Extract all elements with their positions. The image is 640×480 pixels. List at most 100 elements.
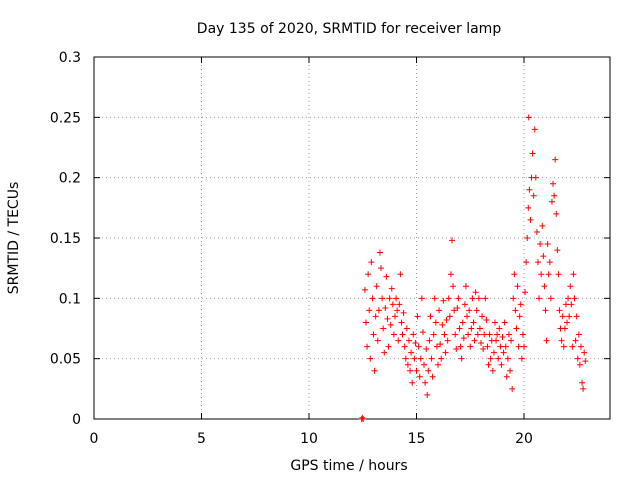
data-point xyxy=(426,337,433,344)
data-point xyxy=(381,349,388,356)
data-point xyxy=(378,265,385,272)
data-point xyxy=(495,355,502,362)
data-point xyxy=(442,349,449,356)
data-point xyxy=(388,285,395,292)
data-point xyxy=(361,286,368,293)
data-point xyxy=(570,271,577,278)
data-point xyxy=(514,283,521,290)
data-point xyxy=(542,307,549,314)
data-point xyxy=(445,295,452,302)
y-axis: 0 0.05 0.1 0.15 0.2 0.25 0.3 xyxy=(50,50,610,428)
data-point xyxy=(525,204,532,211)
data-point xyxy=(386,295,393,302)
data-point xyxy=(521,343,527,350)
data-point xyxy=(531,126,538,133)
data-point xyxy=(502,343,509,350)
data-point xyxy=(440,297,447,304)
data-point xyxy=(547,295,554,302)
data-point xyxy=(372,313,379,320)
data-point xyxy=(439,321,446,328)
data-point xyxy=(513,325,520,332)
data-point xyxy=(518,355,525,362)
data-point xyxy=(551,192,558,199)
data-point xyxy=(544,241,551,248)
data-point xyxy=(454,304,461,311)
data-point xyxy=(505,331,512,338)
data-point xyxy=(469,295,476,302)
data-point xyxy=(441,331,448,338)
data-point xyxy=(517,301,524,308)
data-point xyxy=(383,273,390,280)
data-point xyxy=(498,361,505,368)
data-point xyxy=(435,361,441,368)
data-point xyxy=(560,343,567,350)
data-point xyxy=(545,271,552,278)
data-point xyxy=(536,295,543,302)
data-point xyxy=(368,259,375,266)
data-point xyxy=(503,373,510,380)
data-point xyxy=(385,343,392,350)
data-point xyxy=(398,319,405,326)
data-point xyxy=(389,301,396,308)
data-point xyxy=(392,313,398,320)
data-point xyxy=(499,333,506,340)
data-point xyxy=(465,331,472,338)
data-point xyxy=(466,307,473,314)
data-point xyxy=(475,295,482,302)
data-point xyxy=(444,337,451,344)
data-point xyxy=(572,337,579,344)
data-point xyxy=(493,337,500,344)
x-tick-label: 0 xyxy=(90,431,99,447)
data-point xyxy=(562,301,569,308)
data-point xyxy=(393,295,400,302)
data-point xyxy=(526,186,533,193)
data-point xyxy=(437,341,444,348)
data-point xyxy=(472,289,479,296)
data-point xyxy=(541,283,548,290)
data-point xyxy=(399,331,406,338)
data-point xyxy=(482,295,489,302)
data-point xyxy=(540,253,547,260)
data-point xyxy=(553,210,560,217)
data-point xyxy=(403,325,410,332)
y-axis-label: SRMTID / TECUs xyxy=(6,182,22,295)
data-point xyxy=(484,343,491,350)
data-point xyxy=(412,339,419,346)
data-point xyxy=(566,313,573,320)
data-point xyxy=(504,355,511,362)
data-point xyxy=(409,379,416,386)
data-point xyxy=(509,385,516,392)
data-point xyxy=(425,367,432,374)
y-tick-label: 0 xyxy=(72,412,81,428)
data-point xyxy=(455,295,462,302)
data-point xyxy=(559,313,566,320)
data-point xyxy=(516,313,523,320)
data-point xyxy=(561,325,568,332)
x-tick-label: 5 xyxy=(197,431,206,447)
data-point xyxy=(490,349,497,356)
data-point xyxy=(580,385,587,392)
data-point xyxy=(451,307,458,314)
data-point xyxy=(548,198,555,205)
data-point xyxy=(384,315,391,322)
data-point xyxy=(554,247,561,254)
data-point xyxy=(501,319,508,326)
data-point xyxy=(481,331,488,338)
y-tick-label: 0.1 xyxy=(59,291,81,307)
data-point xyxy=(375,307,382,314)
data-point xyxy=(453,346,460,353)
data-point xyxy=(515,343,522,350)
data-point xyxy=(577,343,584,350)
x-axis-label: GPS time / hours xyxy=(290,458,407,474)
data-point xyxy=(447,271,454,278)
data-point xyxy=(483,317,490,324)
data-point xyxy=(390,331,397,338)
data-point xyxy=(397,271,404,278)
data-point xyxy=(511,271,518,278)
data-point xyxy=(416,373,423,380)
data-point xyxy=(538,271,545,278)
data-point xyxy=(525,114,532,121)
y-tick-label: 0.15 xyxy=(50,231,81,247)
data-point xyxy=(407,367,414,374)
data-point xyxy=(480,346,487,353)
